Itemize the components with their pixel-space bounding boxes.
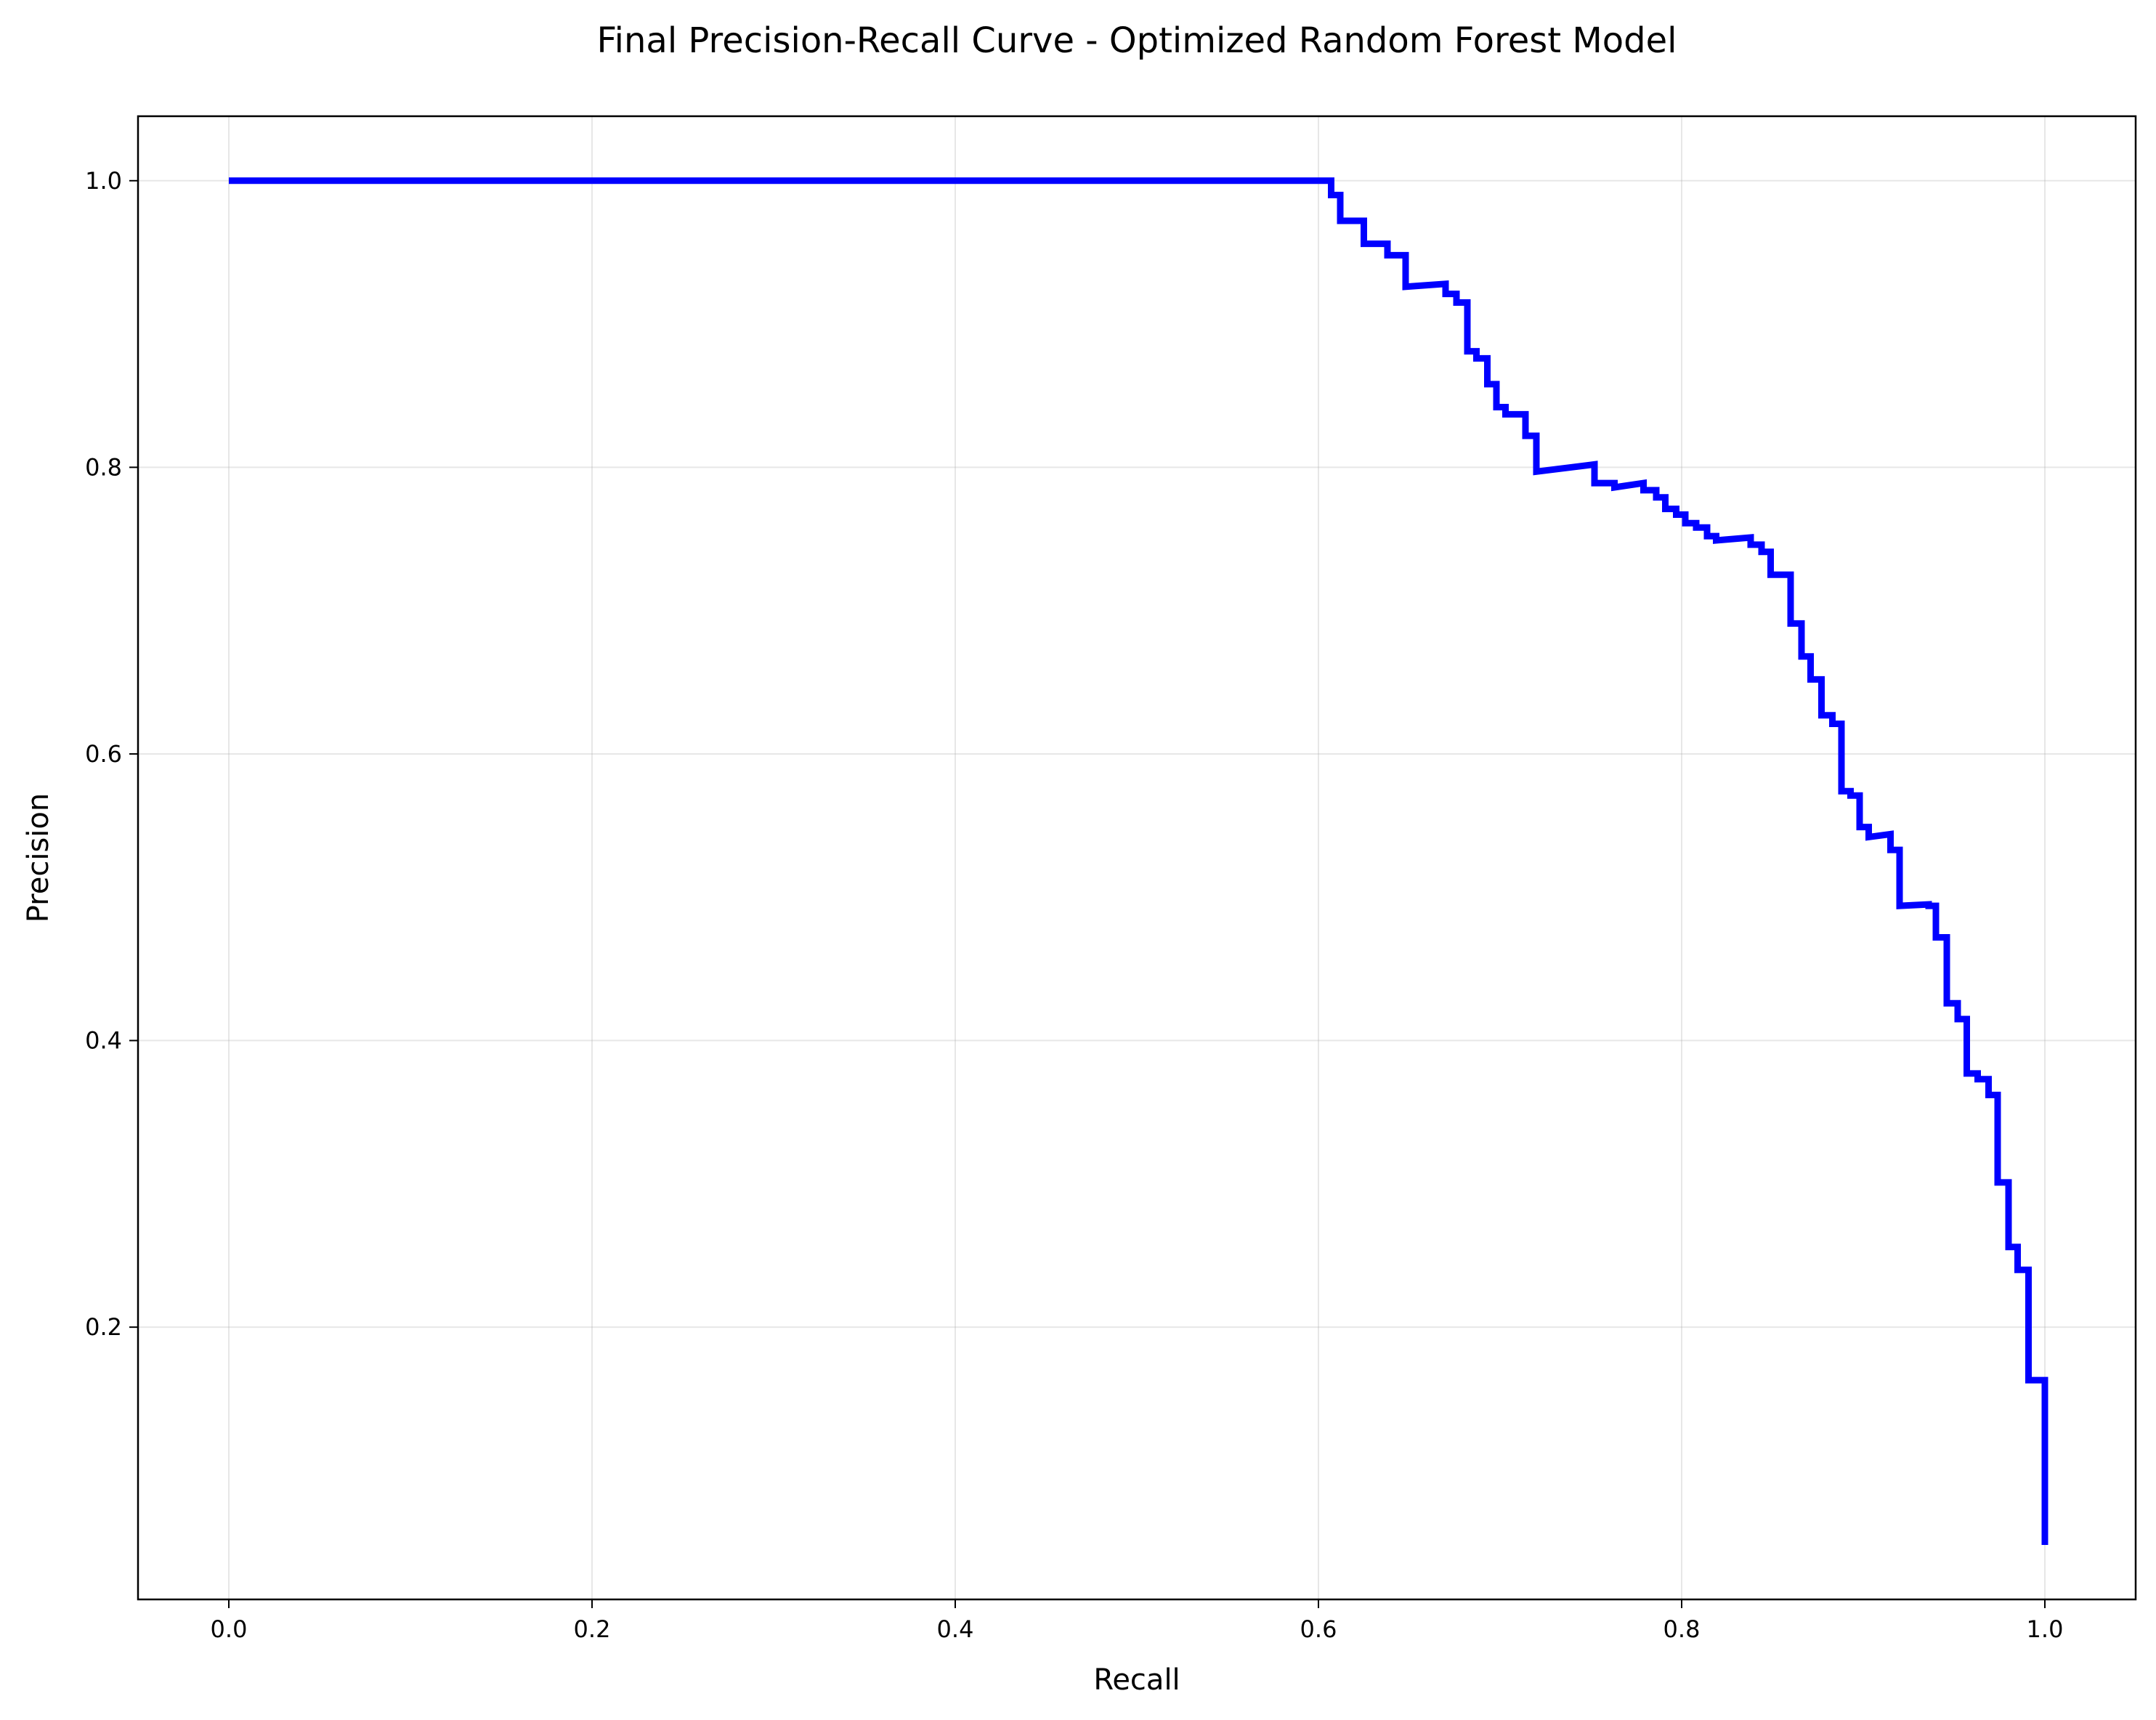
chart-title: Final Precision-Recall Curve - Optimized…	[597, 20, 1677, 61]
x-tick-label: 1.0	[2027, 1615, 2064, 1643]
series-layer	[229, 177, 2048, 1545]
y-tick-label: 0.8	[85, 453, 122, 481]
y-axis-label: Precision	[22, 793, 55, 922]
x-tick-label: 0.0	[211, 1615, 248, 1643]
x-tick-label: 0.6	[1300, 1615, 1337, 1643]
x-axis-label: Recall	[1093, 1663, 1180, 1697]
precision-recall-line	[229, 177, 2048, 1545]
y-tick-label: 0.4	[85, 1027, 122, 1055]
x-tick-label: 0.4	[937, 1615, 974, 1643]
x-tick-label: 0.2	[574, 1615, 611, 1643]
plot-frame	[137, 115, 2137, 1601]
y-tick-label: 0.2	[85, 1313, 122, 1341]
tick-layer: 0.0 0.2 0.4 0.6 0.8 1.0 0.2 0.4 0.6 0.8 1.0	[85, 167, 2063, 1643]
y-tick-label: 1.0	[85, 167, 122, 195]
x-tick-label: 0.8	[1663, 1615, 1701, 1643]
y-tick-label: 0.6	[85, 740, 122, 768]
